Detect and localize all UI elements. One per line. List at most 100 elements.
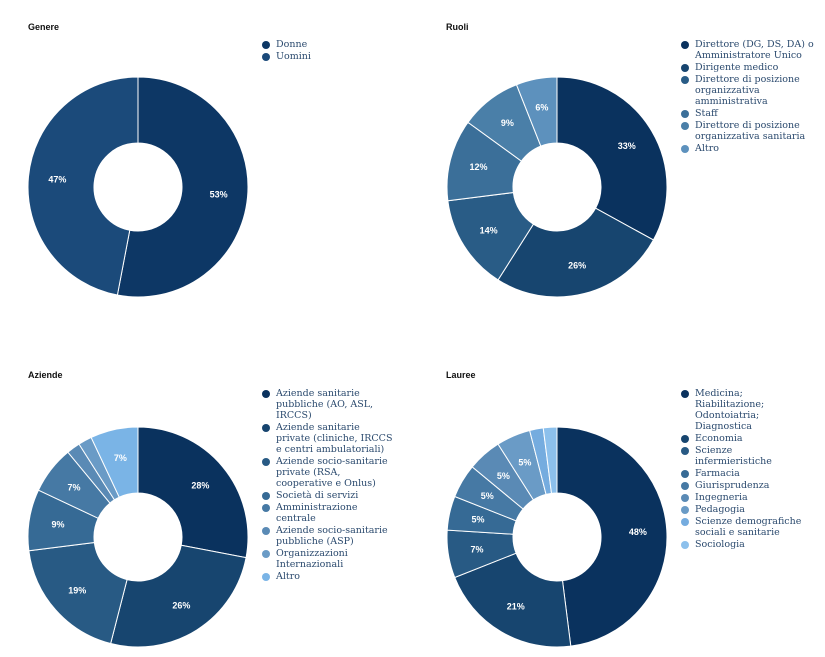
legend-swatch (681, 40, 689, 49)
legend-item-aziende-5: Aziende socio-sanitarie pubbliche (ASP) (262, 525, 412, 547)
donut-slice-lauree-0 (556, 426, 668, 647)
donut-slice-lauree-8 (542, 426, 558, 494)
legend-label: Società di servizi (276, 490, 359, 501)
legend-label: Economia (695, 433, 743, 444)
data-label-aziende-7: 7% (114, 453, 127, 463)
legend-item-ruoli-4: Direttore di posizione organizzativa san… (681, 120, 821, 142)
donut-slice-aziende-1 (110, 544, 247, 648)
legend-item-aziende-3: Società di servizi (262, 490, 412, 501)
legend-item-aziende-1: Aziende sanitarie private (cliniche, IRC… (262, 422, 412, 455)
legend-item-ruoli-0: Direttore (DG, DS, DA) o Amministratore … (681, 39, 821, 61)
data-label-lauree-3: 5% (471, 514, 484, 524)
data-label-lauree-1: 21% (507, 602, 525, 612)
legend-lauree: Medicina; Riabilitazione; Odontoiatria; … (681, 388, 821, 551)
data-label-ruoli-0: 33% (618, 141, 636, 151)
legend-label: Aziende sanitarie pubbliche (AO, ASL, IR… (276, 388, 374, 421)
chart-title-lauree: Lauree (446, 370, 476, 380)
data-label-genere-1: 47% (48, 174, 66, 184)
data-label-lauree-0: 48% (629, 527, 647, 537)
legend-swatch (681, 121, 689, 130)
legend-item-lauree-0: Medicina; Riabilitazione; Odontoiatria; … (681, 388, 821, 432)
legend-label: Organizzazioni Internazionali (276, 548, 348, 570)
legend-swatch (681, 505, 689, 514)
data-label-aziende-2: 19% (68, 586, 86, 596)
legend-label: Dirigente medico (695, 62, 779, 73)
legend-swatch (681, 144, 689, 153)
data-label-lauree-5: 5% (497, 471, 510, 481)
legend-item-lauree-8: Sociologia (681, 539, 821, 550)
donut-slice-aziende-7 (90, 426, 139, 498)
donut-slice-aziende-2 (28, 541, 128, 645)
legend-item-genere-1: Uomini (262, 51, 412, 62)
legend-swatch (262, 572, 270, 581)
legend-item-aziende-0: Aziende sanitarie pubbliche (AO, ASL, IR… (262, 388, 412, 421)
legend-item-ruoli-1: Dirigente medico (681, 62, 821, 73)
legend-swatch (681, 75, 689, 84)
legend-swatch (262, 491, 270, 500)
legend-label: Aziende socio-sanitarie private (RSA, co… (276, 456, 388, 489)
legend-swatch (262, 503, 270, 512)
donut-slice-genere-0 (116, 76, 249, 298)
donut-slice-ruoli-5 (515, 76, 558, 147)
data-label-aziende-1: 26% (172, 600, 190, 610)
legend-swatch (681, 493, 689, 502)
donut-slice-aziende-0 (137, 426, 249, 559)
legend-aziende: Aziende sanitarie pubbliche (AO, ASL, IR… (262, 388, 412, 583)
legend-item-lauree-3: Farmacia (681, 468, 821, 479)
legend-item-aziende-2: Aziende socio-sanitarie private (RSA, co… (262, 456, 412, 489)
legend-swatch (681, 517, 689, 526)
donut-slice-genere-1 (27, 76, 139, 296)
legend-item-lauree-5: Ingegneria (681, 492, 821, 503)
legend-label: Direttore di posizione organizzativa san… (695, 120, 806, 142)
legend-label: Scienze infermieristiche (695, 445, 772, 467)
data-label-ruoli-3: 12% (470, 162, 488, 172)
legend-item-ruoli-3: Staff (681, 108, 821, 119)
donut-slice-ruoli-0 (556, 76, 668, 241)
legend-swatch (681, 540, 689, 549)
legend-item-lauree-4: Giurisprudenza (681, 480, 821, 491)
legend-label: Uomini (276, 51, 311, 62)
legend-swatch (681, 109, 689, 118)
legend-genere: Donne Uomini (262, 39, 412, 63)
legend-swatch (262, 526, 270, 535)
data-label-aziende-3: 9% (51, 519, 64, 529)
legend-label: Giurisprudenza (695, 480, 770, 491)
legend-label: Sociologia (695, 539, 745, 550)
donut-slice-lauree-1 (454, 552, 572, 648)
data-label-ruoli-1: 26% (568, 260, 586, 270)
data-label-lauree-2: 7% (470, 545, 483, 555)
legend-ruoli: Direttore (DG, DS, DA) o Amministratore … (681, 39, 821, 155)
legend-label: Amministrazione centrale (276, 502, 358, 524)
data-label-lauree-6: 5% (518, 458, 531, 468)
legend-label: Direttore di posizione organizzativa amm… (695, 74, 800, 107)
donut-slice-ruoli-1 (497, 207, 655, 298)
legend-label: Direttore (DG, DS, DA) o Amministratore … (695, 39, 814, 61)
legend-swatch (681, 389, 689, 398)
data-label-genere-0: 53% (210, 190, 228, 200)
legend-item-aziende-6: Organizzazioni Internazionali (262, 548, 412, 570)
data-label-aziende-4: 7% (67, 482, 80, 492)
legend-label: Aziende sanitarie private (cliniche, IRC… (276, 422, 393, 455)
legend-swatch (262, 549, 270, 558)
data-label-ruoli-2: 14% (480, 225, 498, 235)
data-label-ruoli-4: 9% (501, 118, 514, 128)
chart-title-aziende: Aziende (28, 370, 63, 380)
legend-swatch (262, 389, 270, 398)
legend-label: Aziende socio-sanitarie pubbliche (ASP) (276, 525, 388, 547)
legend-item-aziende-4: Amministrazione centrale (262, 502, 412, 524)
legend-swatch (681, 446, 689, 455)
legend-swatch (262, 40, 270, 49)
legend-swatch (262, 423, 270, 432)
legend-label: Farmacia (695, 468, 740, 479)
legend-swatch (262, 52, 270, 61)
legend-item-ruoli-2: Direttore di posizione organizzativa amm… (681, 74, 821, 107)
legend-item-lauree-2: Scienze infermieristiche (681, 445, 821, 467)
legend-item-ruoli-5: Altro (681, 143, 821, 154)
legend-label: Pedagogia (695, 504, 745, 515)
legend-label: Ingegneria (695, 492, 748, 503)
legend-swatch (681, 469, 689, 478)
data-label-ruoli-5: 6% (535, 102, 548, 112)
